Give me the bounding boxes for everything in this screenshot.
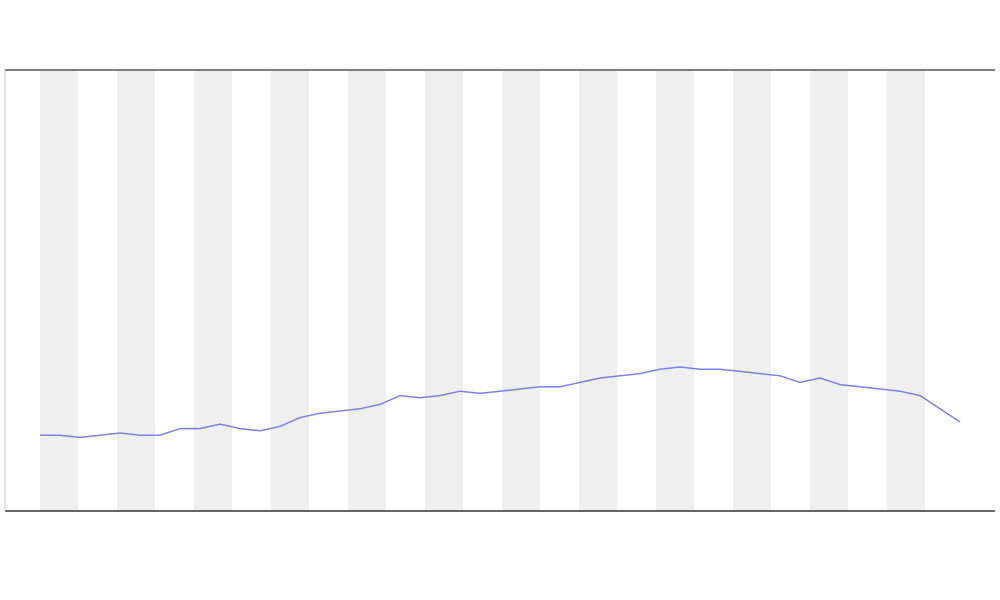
band: [271, 71, 309, 511]
band: [348, 71, 386, 511]
band: [733, 71, 771, 511]
bands: [40, 71, 925, 511]
band: [887, 71, 925, 511]
band: [425, 71, 463, 511]
band: [502, 71, 540, 511]
band: [117, 71, 155, 511]
band: [579, 71, 617, 511]
band: [656, 71, 694, 511]
series-line: [40, 366, 961, 439]
band: [194, 71, 232, 511]
plot: [40, 366, 961, 439]
band: [810, 71, 848, 511]
band: [40, 71, 78, 511]
